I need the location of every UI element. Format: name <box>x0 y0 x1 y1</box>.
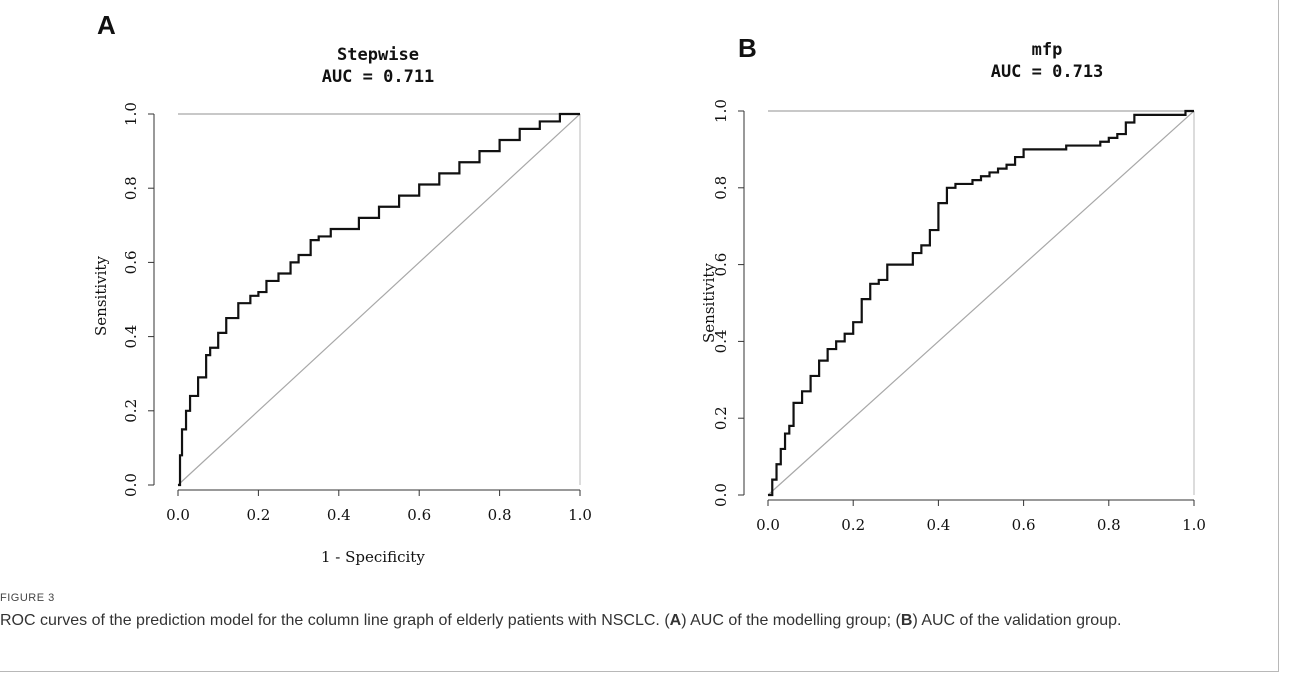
figure-caption-text: ROC curves of the prediction model for t… <box>0 610 1265 632</box>
chart-title-b-auc: AUC = 0.713 <box>990 62 1104 82</box>
x-tick-label-b-3: 0.6 <box>1012 516 1036 534</box>
y-tick-label-a-0: 0.0 <box>122 473 140 497</box>
caption-intro: ROC curves of the prediction model for t… <box>0 612 670 629</box>
y-axis-label-b: Sensitivity <box>700 263 718 343</box>
y-tick-label-b-4: 0.8 <box>712 176 730 200</box>
x-tick-label-a-2: 0.4 <box>327 506 351 524</box>
y-tick-label-b-1: 0.2 <box>712 406 730 430</box>
diagonal-reference-line-a <box>177 113 581 486</box>
panel-letter-a: A <box>97 10 116 40</box>
roc-chart-a: 0.0 0.2 0.4 0.6 0.8 1.0 0.0 0.2 0.4 0.6 0.8 1.0 <box>122 102 592 524</box>
chart-title-b: mfp AUC = 0.713 <box>917 39 1177 83</box>
x-tick-label-a-3: 0.6 <box>407 506 431 524</box>
x-tick-label-a-5: 1.0 <box>568 506 592 524</box>
x-tick-label-a-0: 0.0 <box>166 506 190 524</box>
diagonal-reference-line-b <box>767 110 1195 496</box>
chart-title-a: Stepwise AUC = 0.711 <box>248 44 508 88</box>
x-tick-label-b-4: 0.8 <box>1097 516 1121 534</box>
panel-letter-b: B <box>738 33 757 63</box>
y-tick-label-a-2: 0.4 <box>122 325 140 349</box>
y-tick-label-a-1: 0.2 <box>122 399 140 423</box>
y-tick-label-a-3: 0.6 <box>122 250 140 274</box>
x-tick-label-b-2: 0.4 <box>926 516 950 534</box>
y-tick-label-b-0: 0.0 <box>712 483 730 507</box>
x-tick-label-b-5: 1.0 <box>1182 516 1206 534</box>
roc-chart-b: 0.0 0.2 0.4 0.6 0.8 1.0 0.0 0.2 0.4 0.6 0.8 1.0 <box>712 99 1206 534</box>
chart-title-a-name: Stepwise <box>337 45 419 65</box>
chart-title-b-name: mfp <box>1031 40 1063 60</box>
roc-curve-a <box>178 112 580 487</box>
caption-letter-b: B <box>900 612 913 629</box>
y-tick-label-a-5: 1.0 <box>122 102 140 126</box>
x-tick-label-a-1: 0.2 <box>246 506 270 524</box>
figure-label: FIGURE 3 <box>0 592 55 604</box>
x-tick-label-a-4: 0.8 <box>488 506 512 524</box>
y-tick-label-a-4: 0.8 <box>122 176 140 200</box>
y-tick-label-b-3: 0.6 <box>712 253 730 277</box>
caption-text-a: ) AUC of the modelling group; ( <box>681 612 901 629</box>
figure-caption: FIGURE 3 ROC curves of the prediction mo… <box>0 592 1265 632</box>
panel-b: 0.0 0.2 0.4 0.6 0.8 1.0 0.0 0.2 0.4 0.6 0.8 1.0 B m… <box>640 0 1280 575</box>
y-tick-label-b-5: 1.0 <box>712 99 730 123</box>
x-tick-label-b-1: 0.2 <box>841 516 865 534</box>
roc-curve-b <box>768 109 1194 497</box>
panel-a: 0.0 0.2 0.4 0.6 0.8 1.0 0.0 0.2 0.4 0.6 0.8 1.0 A S… <box>0 0 640 575</box>
caption-text-b: ) AUC of the validation group. <box>912 612 1122 629</box>
x-axis-label-a: 1 - Specificity <box>321 548 425 566</box>
y-tick-label-b-2: 0.4 <box>712 329 730 353</box>
x-tick-label-b-0: 0.0 <box>756 516 780 534</box>
y-axis-label-a: Sensitivity <box>92 256 110 336</box>
caption-letter-a: A <box>669 612 682 629</box>
chart-title-a-auc: AUC = 0.711 <box>321 67 435 87</box>
